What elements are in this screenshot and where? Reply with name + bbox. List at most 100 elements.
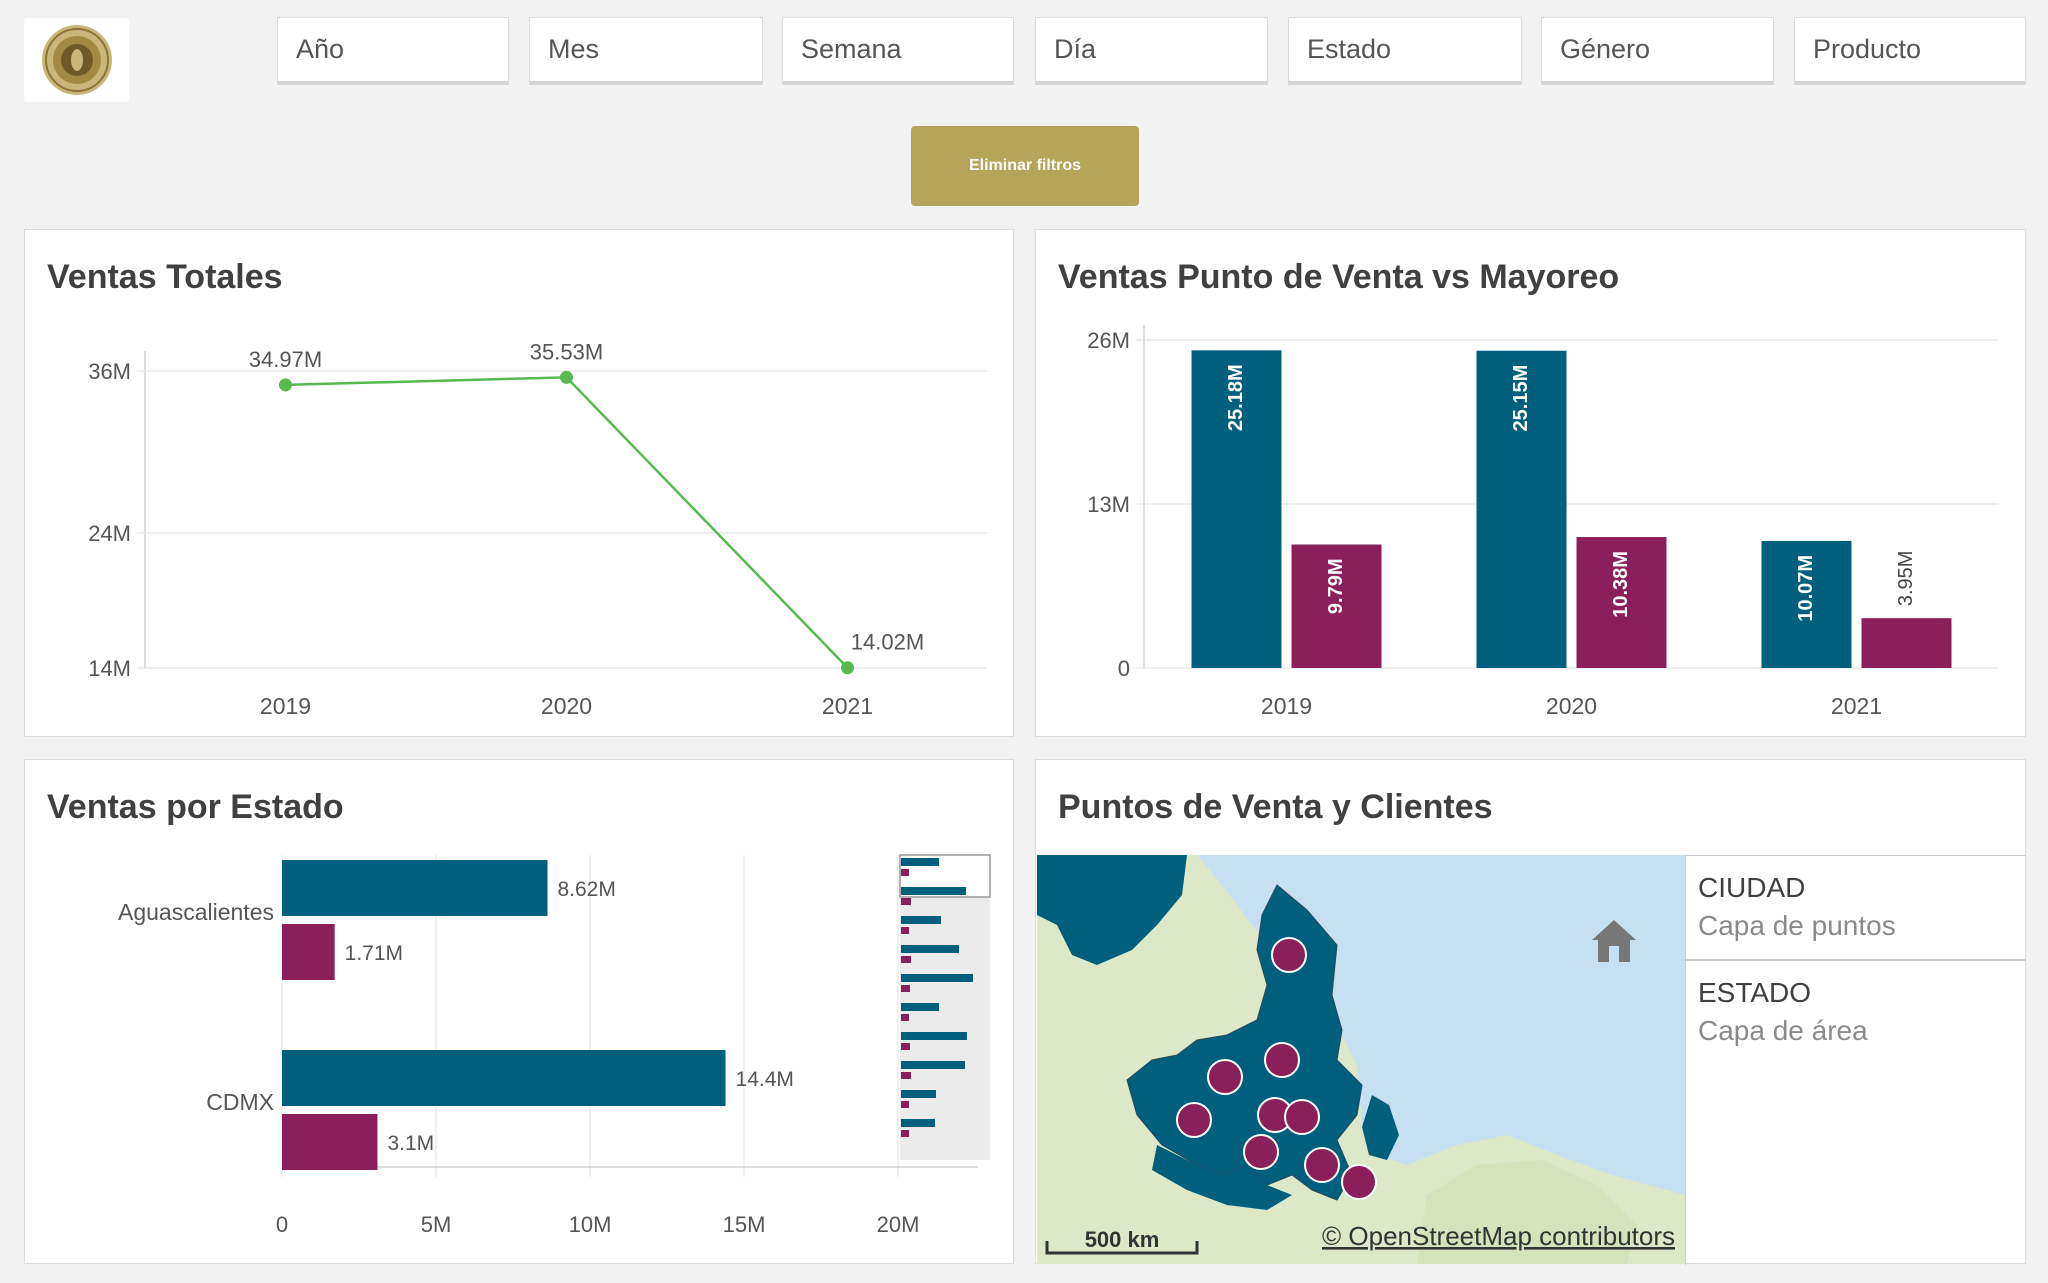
series-line <box>285 376 849 669</box>
overview-bar <box>901 1072 911 1079</box>
overview-bar <box>901 1032 967 1040</box>
bar-data-label: 10.07M <box>1795 555 1817 622</box>
x-tick-label: 0 <box>276 1212 288 1237</box>
punto-vs-mayoreo-title: Ventas Punto de Venta vs Mayoreo <box>1058 258 1620 296</box>
bar-data-label: 25.18M <box>1225 364 1247 431</box>
overview-bar <box>901 916 941 924</box>
filter-week[interactable]: Semana <box>782 17 1014 85</box>
overview-bar <box>901 869 909 876</box>
map-scale-label: 500 km <box>1085 1227 1160 1252</box>
ventas-por-estado-chart[interactable]: 0 5M 10M 15M 20M 8.62M 1.71M Aguascalientes 14.4… <box>25 760 1013 1263</box>
punto-vs-mayoreo-chart[interactable]: 0 13M 26M 25.18M 9.79M 2019 25.15M 10.38M 2020 10… <box>1036 230 2025 736</box>
bar-data-label: 8.62M <box>557 878 615 901</box>
y-tick-label: 24M <box>88 521 131 546</box>
bar <box>1291 544 1382 668</box>
y-tick-label: 36M <box>88 359 131 384</box>
overview-bar <box>901 1014 909 1021</box>
logo-seal-icon <box>41 25 112 95</box>
ventas-totales-chart[interactable]: 14M 24M 36M 34.97M 2019 35.53M 2020 14.02M 2021 <box>25 230 1013 736</box>
bar-data-label: 10.38M <box>1610 551 1632 618</box>
legend-layer-city[interactable]: CIUDAD Capa de puntos <box>1686 856 2026 961</box>
overview-bar <box>901 1003 939 1011</box>
filter-month[interactable]: Mes <box>529 17 763 85</box>
map-title: Puntos de Venta y Clientes <box>1058 788 1493 826</box>
ventas-totales-card: Ventas Totales 14M 24M 36M 34.97M 2019 35.53M… <box>24 229 1014 737</box>
ventas-por-estado-title: Ventas por Estado <box>47 788 344 826</box>
overview-bar <box>901 1130 909 1137</box>
bar <box>282 924 335 980</box>
bar-data-label: 9.79M <box>1325 558 1347 614</box>
map-point[interactable] <box>1284 1099 1320 1135</box>
bar <box>1861 618 1952 668</box>
map-point[interactable] <box>1271 937 1307 973</box>
bar <box>1476 350 1567 668</box>
bar-data-label: 1.71M <box>345 942 403 965</box>
x-tick-label: 10M <box>569 1212 612 1237</box>
clear-filters-button[interactable]: Eliminar filtros <box>911 126 1139 206</box>
logo <box>24 18 129 102</box>
filter-year[interactable]: Año <box>277 17 509 85</box>
x-tick-label: 5M <box>421 1212 452 1237</box>
home-icon[interactable] <box>1592 920 1636 962</box>
data-label: 14.02M <box>851 630 924 655</box>
filter-gender[interactable]: Género <box>1541 17 1774 85</box>
filter-state[interactable]: Estado <box>1288 17 1522 85</box>
x-tick-label: 15M <box>723 1212 766 1237</box>
map-attribution[interactable]: © OpenStreetMap contributors <box>1322 1221 1675 1251</box>
data-label: 35.53M <box>530 339 603 364</box>
x-tick-label: 2019 <box>1261 693 1312 719</box>
map-legend: CIUDAD Capa de puntos ESTADO Capa de áre… <box>1685 855 2026 1265</box>
x-tick-label: 2021 <box>822 693 873 719</box>
overview-bar <box>901 898 911 905</box>
x-tick-label: 2021 <box>1831 693 1882 719</box>
map-point[interactable] <box>1304 1147 1340 1183</box>
overview-bar <box>901 974 973 982</box>
bar <box>282 1114 378 1170</box>
data-point <box>279 378 292 392</box>
x-tick-label: 2020 <box>1546 693 1597 719</box>
y-category-label: Aguascalientes <box>118 899 274 925</box>
y-tick-label: 13M <box>1087 492 1130 517</box>
map-scale-bar <box>1045 1241 1199 1255</box>
overview-bar <box>901 1119 935 1127</box>
overview-bar <box>901 945 959 953</box>
filter-product[interactable]: Producto <box>1794 17 2026 85</box>
map-point[interactable] <box>1341 1164 1377 1200</box>
data-point <box>560 370 573 384</box>
overview-bar <box>901 887 966 895</box>
bar-data-label: 14.4M <box>736 1068 794 1091</box>
overview-bar <box>901 1043 910 1050</box>
overview-bar <box>901 858 939 866</box>
overview-bar <box>901 927 909 934</box>
ventas-totales-title: Ventas Totales <box>47 258 283 296</box>
filter-day[interactable]: Día <box>1035 17 1268 85</box>
y-tick-label: 0 <box>1118 656 1130 681</box>
y-category-label: CDMX <box>206 1089 274 1115</box>
map-point[interactable] <box>1207 1059 1243 1095</box>
bar <box>1761 540 1852 668</box>
overview-bar <box>901 956 911 963</box>
x-tick-label: 2019 <box>260 693 311 719</box>
y-tick-label: 14M <box>88 656 131 681</box>
legend-city-sub: Capa de puntos <box>1698 910 1896 941</box>
legend-state-heading: ESTADO <box>1698 977 1812 1008</box>
legend-state-sub: Capa de área <box>1698 1015 1868 1046</box>
bar <box>1576 537 1667 668</box>
overview-bar <box>901 1101 909 1108</box>
legend-layer-state[interactable]: ESTADO Capa de área <box>1686 961 2026 1066</box>
overview-bar <box>901 1090 936 1098</box>
bar-data-label: 25.15M <box>1510 365 1532 432</box>
map-point[interactable] <box>1176 1102 1212 1138</box>
punto-vs-mayoreo-card: Ventas Punto de Venta vs Mayoreo 0 13M 26M… <box>1035 229 2026 737</box>
data-label: 34.97M <box>249 347 322 372</box>
x-tick-label: 2020 <box>541 693 592 719</box>
ventas-por-estado-card: Ventas por Estado 0 5M 10M 15M 20M 8.62M 1.71M… <box>24 759 1014 1264</box>
bar <box>282 860 548 916</box>
bar-data-label: 3.95M <box>1895 551 1917 607</box>
bar <box>282 1050 726 1106</box>
map-view[interactable]: 500 km © OpenStreetMap contributors <box>1037 855 1685 1264</box>
overview-bar <box>901 1061 965 1069</box>
map-point[interactable] <box>1264 1042 1300 1078</box>
filter-bar: Año Mes Semana Día Estado Género Product… <box>0 17 2048 93</box>
map-point[interactable] <box>1243 1134 1279 1170</box>
